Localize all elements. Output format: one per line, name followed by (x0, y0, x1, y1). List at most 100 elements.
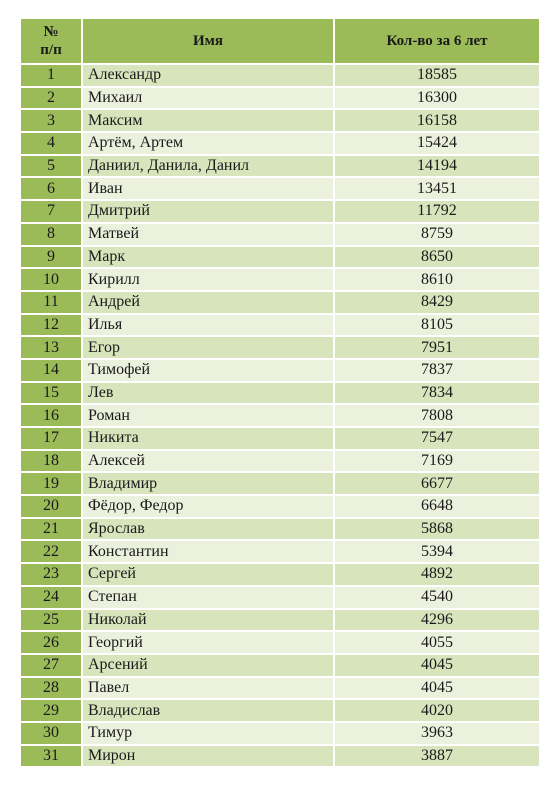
row-number: 18 (19, 448, 83, 474)
header-count: Кол-во за 6 лет (333, 17, 541, 65)
row-name: Илья (81, 312, 335, 338)
row-count: 6677 (333, 471, 541, 497)
row-number: 5 (19, 153, 83, 179)
table-row: 24 Степан 4540 (19, 584, 541, 610)
table-row: 1 Александр 18585 (19, 63, 541, 88)
row-number: 8 (19, 221, 83, 247)
row-count: 16158 (333, 108, 541, 134)
row-name: Тимур (81, 720, 335, 746)
row-count: 13451 (333, 176, 541, 202)
row-name: Михаил (81, 85, 335, 111)
table-row: 26 Георгий 4055 (19, 630, 541, 655)
row-count: 7547 (333, 426, 541, 451)
row-number: 28 (19, 675, 83, 701)
row-count: 7951 (333, 335, 541, 360)
row-count: 4020 (333, 698, 541, 723)
row-count: 3963 (333, 720, 541, 746)
row-count: 6648 (333, 494, 541, 519)
table-row: 11 Андрей 8429 (19, 289, 541, 315)
table-row: 16 Роман 7808 (19, 403, 541, 428)
row-count: 3887 (333, 743, 541, 769)
table-row: 20 Фёдор, Федор 6648 (19, 494, 541, 519)
table-row: 30 Тимур 3963 (19, 720, 541, 746)
row-number: 14 (19, 357, 83, 383)
row-number: 19 (19, 471, 83, 497)
row-count: 7169 (333, 448, 541, 474)
row-name: Тимофей (81, 357, 335, 383)
row-name: Степан (81, 584, 335, 610)
row-count: 7834 (333, 380, 541, 406)
table-row: 22 Константин 5394 (19, 539, 541, 565)
names-table-container: № п/п Имя Кол-во за 6 лет 1 Александр 1858… (19, 17, 541, 769)
header-number-line2: п/п (40, 42, 62, 58)
table-row: 8 Матвей 8759 (19, 221, 541, 247)
table-row: 14 Тимофей 7837 (19, 357, 541, 383)
row-number: 24 (19, 584, 83, 610)
row-name: Владислав (81, 698, 335, 723)
row-number: 21 (19, 516, 83, 542)
row-count: 8610 (333, 267, 541, 292)
table-row: 9 Марк 8650 (19, 244, 541, 270)
row-count: 4892 (333, 562, 541, 587)
row-count: 7837 (333, 357, 541, 383)
header-number: № п/п (19, 17, 83, 65)
table-row: 27 Арсений 4045 (19, 652, 541, 678)
table-row: 29 Владислав 4020 (19, 698, 541, 723)
row-number: 1 (19, 63, 83, 88)
row-name: Павел (81, 675, 335, 701)
table-row: 2 Михаил 16300 (19, 85, 541, 111)
row-number: 27 (19, 652, 83, 678)
row-number: 15 (19, 380, 83, 406)
row-count: 4045 (333, 652, 541, 678)
row-number: 10 (19, 267, 83, 292)
row-name: Иван (81, 176, 335, 202)
row-number: 17 (19, 426, 83, 451)
row-count: 14194 (333, 153, 541, 179)
row-number: 22 (19, 539, 83, 565)
header-row: № п/п Имя Кол-во за 6 лет (19, 17, 541, 65)
row-number: 30 (19, 720, 83, 746)
row-count: 4045 (333, 675, 541, 701)
row-name: Егор (81, 335, 335, 360)
row-name: Владимир (81, 471, 335, 497)
row-name: Ярослав (81, 516, 335, 542)
row-name: Арсений (81, 652, 335, 678)
row-name: Даниил, Данила, Данил (81, 153, 335, 179)
table-header: № п/п Имя Кол-во за 6 лет (19, 17, 541, 65)
row-number: 20 (19, 494, 83, 519)
row-name: Сергей (81, 562, 335, 587)
row-count: 4296 (333, 607, 541, 633)
table-row: 12 Илья 8105 (19, 312, 541, 338)
row-name: Марк (81, 244, 335, 270)
table-row: 10 Кирилл 8610 (19, 267, 541, 292)
table-row: 7 Дмитрий 11792 (19, 199, 541, 224)
row-number: 6 (19, 176, 83, 202)
row-number: 9 (19, 244, 83, 270)
row-number: 11 (19, 289, 83, 315)
row-name: Алексей (81, 448, 335, 474)
table-row: 15 Лев 7834 (19, 380, 541, 406)
table-row: 4 Артём, Артем 15424 (19, 131, 541, 156)
row-count: 8105 (333, 312, 541, 338)
row-count: 7808 (333, 403, 541, 428)
row-name: Роман (81, 403, 335, 428)
row-name: Кирилл (81, 267, 335, 292)
row-count: 4540 (333, 584, 541, 610)
table-row: 6 Иван 13451 (19, 176, 541, 202)
table-row: 19 Владимир 6677 (19, 471, 541, 497)
row-number: 2 (19, 85, 83, 111)
row-count: 5394 (333, 539, 541, 565)
table-row: 23 Сергей 4892 (19, 562, 541, 587)
table-row: 5 Даниил, Данила, Данил 14194 (19, 153, 541, 179)
row-number: 16 (19, 403, 83, 428)
row-name: Дмитрий (81, 199, 335, 224)
row-number: 12 (19, 312, 83, 338)
names-table: № п/п Имя Кол-во за 6 лет 1 Александр 1858… (19, 17, 541, 769)
row-number: 13 (19, 335, 83, 360)
table-row: 18 Алексей 7169 (19, 448, 541, 474)
row-name: Константин (81, 539, 335, 565)
row-count: 15424 (333, 131, 541, 156)
row-number: 23 (19, 562, 83, 587)
table-row: 21 Ярослав 5868 (19, 516, 541, 542)
row-number: 29 (19, 698, 83, 723)
